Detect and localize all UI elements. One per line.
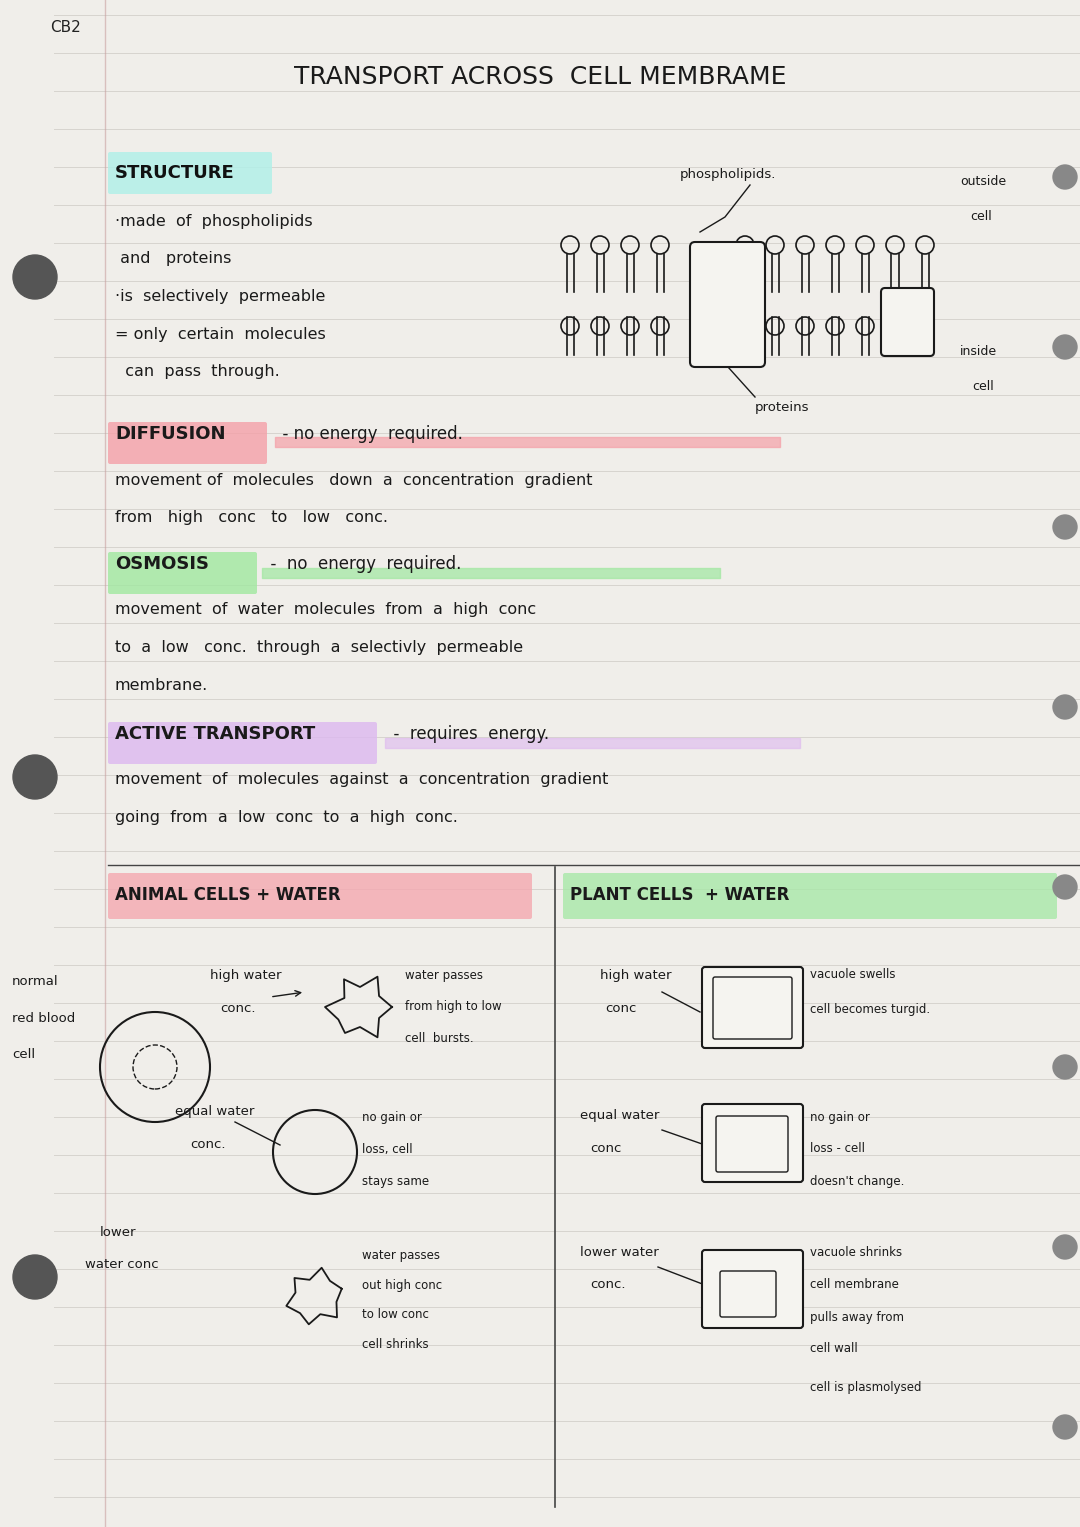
Text: to  a  low   conc.  through  a  selectivly  permeable: to a low conc. through a selectivly perm… xyxy=(114,640,523,655)
Text: cell shrinks: cell shrinks xyxy=(362,1339,429,1351)
Circle shape xyxy=(13,1255,57,1299)
Text: no gain or: no gain or xyxy=(810,1110,869,1124)
Text: water conc: water conc xyxy=(85,1258,159,1272)
FancyBboxPatch shape xyxy=(108,551,257,594)
Text: proteins: proteins xyxy=(755,400,810,414)
Text: cell: cell xyxy=(970,211,991,223)
Text: from high to low: from high to low xyxy=(405,1000,501,1014)
FancyBboxPatch shape xyxy=(690,241,765,366)
Text: high water: high water xyxy=(210,968,282,982)
Text: doesn't change.: doesn't change. xyxy=(810,1174,904,1188)
Text: conc.: conc. xyxy=(220,1003,256,1015)
Text: can  pass  through.: can pass through. xyxy=(114,365,280,380)
FancyBboxPatch shape xyxy=(881,289,934,356)
Text: lower: lower xyxy=(100,1226,136,1238)
Text: cell is plasmolysed: cell is plasmolysed xyxy=(810,1380,921,1394)
Text: red blood: red blood xyxy=(12,1012,76,1026)
Text: pulls away from: pulls away from xyxy=(810,1310,904,1324)
Text: ·is  selectively  permeable: ·is selectively permeable xyxy=(114,290,325,304)
Text: STRUCTURE: STRUCTURE xyxy=(114,163,234,182)
Text: ·made  of  phospholipids: ·made of phospholipids xyxy=(114,214,312,229)
FancyBboxPatch shape xyxy=(108,421,267,464)
Text: TRANSPORT ACROSS  CELL MEMBRAME: TRANSPORT ACROSS CELL MEMBRAME xyxy=(294,66,786,89)
Text: conc.: conc. xyxy=(190,1139,226,1151)
Circle shape xyxy=(1053,1055,1077,1080)
Text: movement  of  molecules  against  a  concentration  gradient: movement of molecules against a concentr… xyxy=(114,773,608,788)
Circle shape xyxy=(1053,875,1077,899)
Circle shape xyxy=(1053,165,1077,189)
Text: outside: outside xyxy=(960,176,1007,188)
Text: going  from  a  low  conc  to  a  high  conc.: going from a low conc to a high conc. xyxy=(114,811,458,826)
Text: to low conc: to low conc xyxy=(362,1309,429,1321)
Circle shape xyxy=(1053,1235,1077,1258)
FancyBboxPatch shape xyxy=(108,873,532,919)
Text: inside: inside xyxy=(960,345,997,359)
Text: and   proteins: and proteins xyxy=(114,252,231,267)
Text: OSMOSIS: OSMOSIS xyxy=(114,554,210,573)
Text: cell membrane: cell membrane xyxy=(810,1278,899,1292)
Text: cell  bursts.: cell bursts. xyxy=(405,1032,474,1046)
Text: -  requires  energy.: - requires energy. xyxy=(383,725,549,744)
Text: out high conc: out high conc xyxy=(362,1278,442,1292)
Text: stays same: stays same xyxy=(362,1174,429,1188)
Text: no gain or: no gain or xyxy=(362,1110,422,1124)
Text: PLANT CELLS  + WATER: PLANT CELLS + WATER xyxy=(570,886,789,904)
Text: water passes: water passes xyxy=(362,1249,440,1261)
Text: from   high   conc   to   low   conc.: from high conc to low conc. xyxy=(114,510,388,525)
Text: CB2: CB2 xyxy=(50,20,81,35)
Text: -  no  energy  required.: - no energy required. xyxy=(260,554,461,573)
Text: loss - cell: loss - cell xyxy=(810,1142,865,1156)
Text: = only  certain  molecules: = only certain molecules xyxy=(114,327,326,342)
Text: membrane.: membrane. xyxy=(114,678,208,693)
Circle shape xyxy=(13,255,57,299)
Text: conc.: conc. xyxy=(590,1278,625,1292)
Text: water passes: water passes xyxy=(405,968,483,982)
Text: ANIMAL CELLS + WATER: ANIMAL CELLS + WATER xyxy=(114,886,340,904)
Text: lower water: lower water xyxy=(580,1246,659,1258)
Text: conc: conc xyxy=(605,1003,636,1015)
Text: - no energy  required.: - no energy required. xyxy=(272,425,463,443)
Text: cell becomes turgid.: cell becomes turgid. xyxy=(810,1003,930,1015)
FancyBboxPatch shape xyxy=(702,967,804,1048)
Text: cell: cell xyxy=(12,1049,36,1061)
Text: phospholipids.: phospholipids. xyxy=(680,168,777,182)
Text: movement  of  water  molecules  from  a  high  conc: movement of water molecules from a high … xyxy=(114,603,536,617)
Text: conc: conc xyxy=(590,1142,621,1156)
Text: loss, cell: loss, cell xyxy=(362,1142,413,1156)
Text: cell: cell xyxy=(972,380,994,394)
Text: DIFFUSION: DIFFUSION xyxy=(114,425,226,443)
Circle shape xyxy=(1053,1416,1077,1438)
Circle shape xyxy=(13,754,57,799)
Text: vacuole swells: vacuole swells xyxy=(810,968,895,982)
FancyBboxPatch shape xyxy=(702,1104,804,1182)
Circle shape xyxy=(1053,515,1077,539)
Text: equal water: equal water xyxy=(175,1106,255,1118)
Text: high water: high water xyxy=(600,968,672,982)
FancyBboxPatch shape xyxy=(108,722,377,764)
Text: cell wall: cell wall xyxy=(810,1342,858,1356)
FancyBboxPatch shape xyxy=(702,1251,804,1328)
Text: movement of  molecules   down  a  concentration  gradient: movement of molecules down a concentrati… xyxy=(114,472,593,487)
Text: vacuole shrinks: vacuole shrinks xyxy=(810,1246,902,1258)
FancyBboxPatch shape xyxy=(563,873,1057,919)
FancyBboxPatch shape xyxy=(108,153,272,194)
Circle shape xyxy=(1053,695,1077,719)
Text: ACTIVE TRANSPORT: ACTIVE TRANSPORT xyxy=(114,725,315,744)
Text: equal water: equal water xyxy=(580,1109,660,1121)
Circle shape xyxy=(1053,334,1077,359)
Text: normal: normal xyxy=(12,976,58,988)
